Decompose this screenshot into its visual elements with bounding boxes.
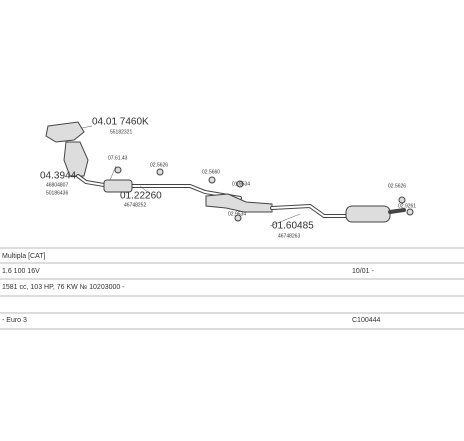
exhaust-drawing: [45, 121, 414, 227]
rear-muffler: [345, 205, 391, 223]
table-cell: C100444: [352, 317, 381, 324]
manifold: [45, 121, 85, 143]
part-number: 46804807: [46, 182, 68, 188]
part-number: 46748263: [278, 233, 300, 239]
part-number: 02.5626: [150, 162, 168, 168]
catalyst: [63, 141, 89, 177]
table-cell: - Euro 3: [2, 317, 27, 324]
part-number: 01.22260: [120, 191, 162, 202]
part-number: 01.60485: [272, 221, 314, 232]
part-number: 02.9534: [228, 211, 246, 217]
part-number: 02.5626: [388, 183, 406, 189]
part-number: 04.3944: [40, 171, 77, 182]
table-cell: 1.6 100 16V: [2, 268, 40, 275]
flex-pipe: [103, 179, 133, 193]
center-muffler: [205, 193, 273, 213]
part-number: 55182321: [110, 129, 132, 135]
part-number: 01.9534: [232, 181, 250, 187]
part-number: 02.9261: [398, 203, 416, 209]
part-number: 50186436: [46, 190, 68, 196]
table-cell: 1581 cc, 103 HP, 76 KW № 10203000 -: [2, 284, 125, 291]
part-number: 07.61.43: [108, 155, 128, 161]
part-number: 46748252: [124, 202, 146, 208]
part-number: 02.5660: [202, 169, 220, 175]
table-cell: 10/01 -: [352, 268, 374, 275]
part-number: 04.01 7460K: [92, 117, 149, 128]
table-cell: Multipla [CAT]: [2, 253, 45, 260]
